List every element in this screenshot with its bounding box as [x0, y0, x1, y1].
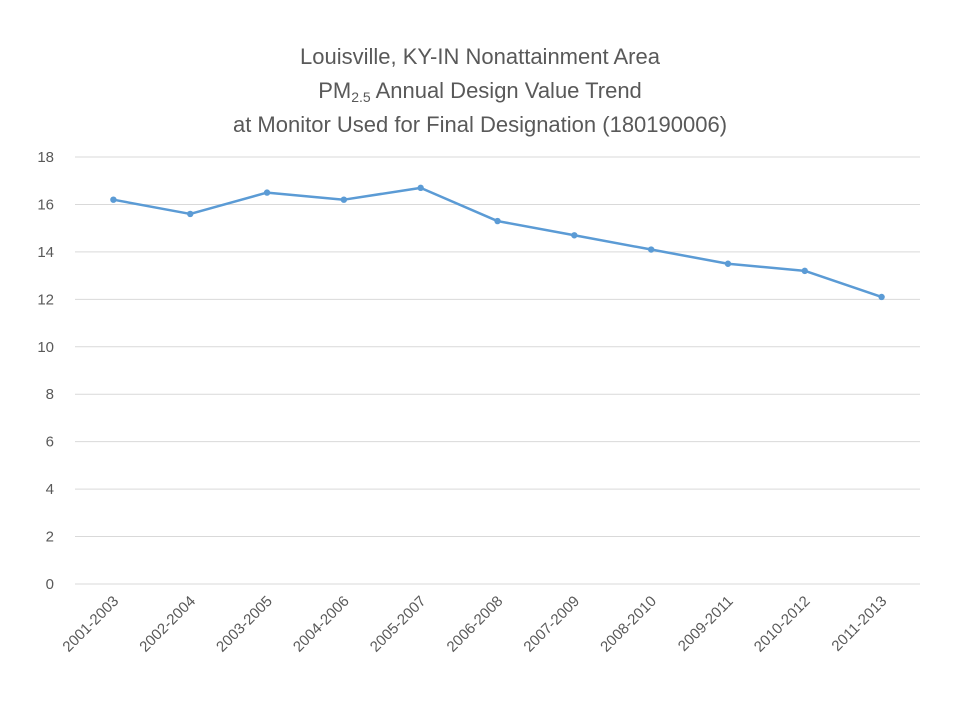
data-point [647, 246, 655, 253]
data-point [417, 184, 424, 192]
title-line-3: at Monitor Used for Final Designation (1… [232, 112, 728, 137]
data-point [801, 267, 808, 275]
y-tick-label: 4 [46, 481, 54, 498]
title-trend: Annual Design Value Trend [370, 78, 642, 103]
series-group [110, 184, 885, 301]
x-tick-label: 2001-2003 [59, 593, 122, 656]
title-pm: PM [318, 78, 352, 103]
x-tick-label: 2010-2012 [751, 593, 814, 656]
x-tick-label: 2003-2005 [213, 593, 276, 656]
x-tick-label: 2008-2010 [597, 593, 660, 656]
y-tick-label: 12 [37, 291, 54, 308]
y-axis-ticks: 0 2 4 6 8 10 12 14 16 18 [37, 149, 54, 593]
y-tick-label: 6 [46, 434, 54, 451]
data-point [263, 189, 271, 196]
data-point [110, 196, 117, 203]
x-tick-label: 2007-2009 [520, 593, 583, 656]
y-tick-label: 10 [37, 339, 54, 356]
x-tick-label: 2011-2013 [828, 593, 890, 655]
y-tick-label: 18 [37, 149, 54, 166]
x-axis-ticks: 2001-2003 2002-2004 2003-2005 2004-2006 2005… [59, 593, 890, 656]
gridlines [75, 156, 920, 585]
x-tick-label: 2004-2006 [290, 593, 353, 656]
data-point [724, 260, 732, 267]
x-tick-label: 2005-2007 [367, 593, 430, 656]
data-point [571, 232, 578, 239]
title-pm-subscript: 2.5 [351, 89, 371, 105]
x-tick-label: 2002-2004 [136, 593, 199, 656]
data-point [187, 210, 194, 218]
x-tick-label: 2006-2008 [444, 593, 507, 656]
title-line-2: PM2.5 Annual Design Value Trend [0, 74, 960, 108]
y-tick-label: 2 [46, 529, 54, 546]
y-tick-label: 0 [46, 576, 54, 593]
y-tick-label: 8 [46, 386, 54, 403]
data-point [878, 293, 885, 301]
y-tick-label: 16 [37, 196, 54, 213]
data-point [494, 217, 501, 225]
y-tick-label: 14 [37, 244, 54, 261]
x-tick-label: 2009-2011 [675, 593, 737, 655]
title-line-1: Louisville, KY-IN Nonattainment Area [300, 44, 660, 69]
chart-title: Louisville, KY-IN Nonattainment Area PM2… [0, 40, 960, 142]
data-point [340, 196, 348, 203]
